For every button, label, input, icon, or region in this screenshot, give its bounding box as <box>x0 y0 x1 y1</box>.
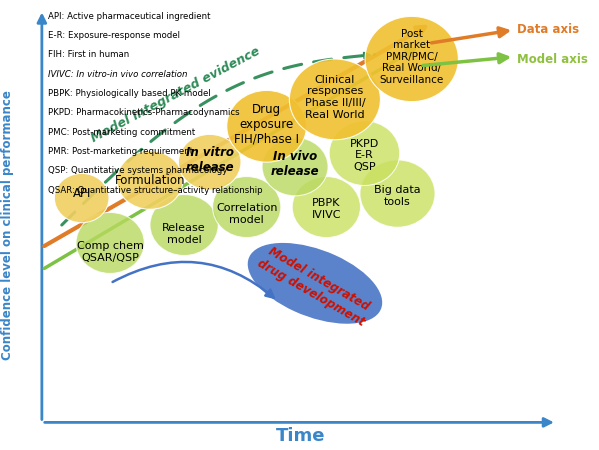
Text: Release
model: Release model <box>162 223 206 245</box>
Text: PKPD
E-R
QSP: PKPD E-R QSP <box>350 139 379 172</box>
Text: Post
market
PMR/PMC/
Real World/
Surveillance: Post market PMR/PMC/ Real World/ Surveil… <box>380 28 444 85</box>
Ellipse shape <box>262 138 328 196</box>
Ellipse shape <box>329 121 400 185</box>
Text: QSAR: Quantitative structure–activity relationship: QSAR: Quantitative structure–activity re… <box>47 185 262 194</box>
Ellipse shape <box>213 176 281 238</box>
Text: Model axis: Model axis <box>517 53 588 66</box>
Text: In vitro
release: In vitro release <box>186 146 234 174</box>
Text: Big data
tools: Big data tools <box>374 185 420 207</box>
Ellipse shape <box>150 194 218 256</box>
Text: Comp chem
QSAR/QSP: Comp chem QSAR/QSP <box>77 241 144 263</box>
Text: Model integrated evidence: Model integrated evidence <box>89 45 262 145</box>
Ellipse shape <box>55 173 109 223</box>
Text: Correlation
model: Correlation model <box>216 203 277 225</box>
Ellipse shape <box>227 90 307 162</box>
Ellipse shape <box>360 160 435 227</box>
Text: Drug
exposure
FIH/Phase I: Drug exposure FIH/Phase I <box>234 103 299 145</box>
Text: Time: Time <box>276 427 325 445</box>
Text: Formulation: Formulation <box>115 174 185 187</box>
Text: API: Active pharmaceutical ingredient: API: Active pharmaceutical ingredient <box>47 12 210 21</box>
Text: FIH: First in human: FIH: First in human <box>47 50 129 59</box>
Text: In vivo
release: In vivo release <box>271 150 319 179</box>
Text: Clinical
responses
Phase II/III/
Real World: Clinical responses Phase II/III/ Real Wo… <box>304 75 365 120</box>
Ellipse shape <box>117 151 183 209</box>
Ellipse shape <box>365 16 458 102</box>
Text: Data axis: Data axis <box>517 23 579 36</box>
Ellipse shape <box>76 212 144 274</box>
Ellipse shape <box>179 135 241 190</box>
Text: API: API <box>72 187 91 200</box>
Text: PBPK
IVIVC: PBPK IVIVC <box>311 198 341 220</box>
Text: PMC: Post-marketing commitment: PMC: Post-marketing commitment <box>47 128 195 137</box>
FancyArrowPatch shape <box>113 262 274 297</box>
Text: PMR: Post-marketing requirement: PMR: Post-marketing requirement <box>47 147 193 156</box>
Text: IVIVC: In vitro-in vivo correlation: IVIVC: In vitro-in vivo correlation <box>47 70 187 79</box>
Text: E-R: Exposure-response model: E-R: Exposure-response model <box>47 31 180 40</box>
Text: PBPK: Physiologically based PK model: PBPK: Physiologically based PK model <box>47 89 210 98</box>
Text: PKPD: Pharmacokinetics-Pharmacodynamics: PKPD: Pharmacokinetics-Pharmacodynamics <box>47 108 239 117</box>
Ellipse shape <box>248 243 382 324</box>
Text: Confidence level on clinical performance: Confidence level on clinical performance <box>1 90 14 360</box>
Text: QSP: Quantitative systems pharmacology: QSP: Quantitative systems pharmacology <box>47 166 227 175</box>
Text: Model integrated
drug development: Model integrated drug development <box>255 243 375 328</box>
Ellipse shape <box>292 176 361 238</box>
Ellipse shape <box>289 59 380 140</box>
